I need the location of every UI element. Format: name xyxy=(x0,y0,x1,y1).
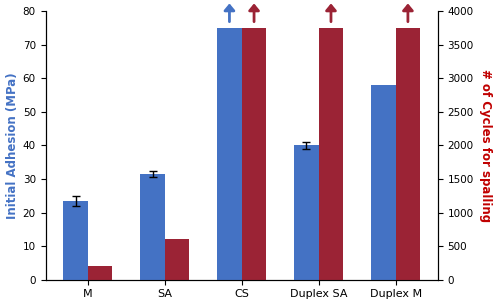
Bar xyxy=(395,28,420,280)
Bar xyxy=(217,28,242,280)
Bar xyxy=(319,28,343,280)
Y-axis label: # of Cycles for spalling: # of Cycles for spalling xyxy=(480,69,493,222)
Bar xyxy=(165,239,189,280)
Bar xyxy=(63,201,88,280)
Bar xyxy=(88,266,113,280)
Bar xyxy=(242,28,266,280)
Bar xyxy=(294,145,319,280)
Bar xyxy=(371,85,395,280)
Bar xyxy=(140,174,165,280)
Y-axis label: Initial Adhesion (MPa): Initial Adhesion (MPa) xyxy=(5,72,18,219)
